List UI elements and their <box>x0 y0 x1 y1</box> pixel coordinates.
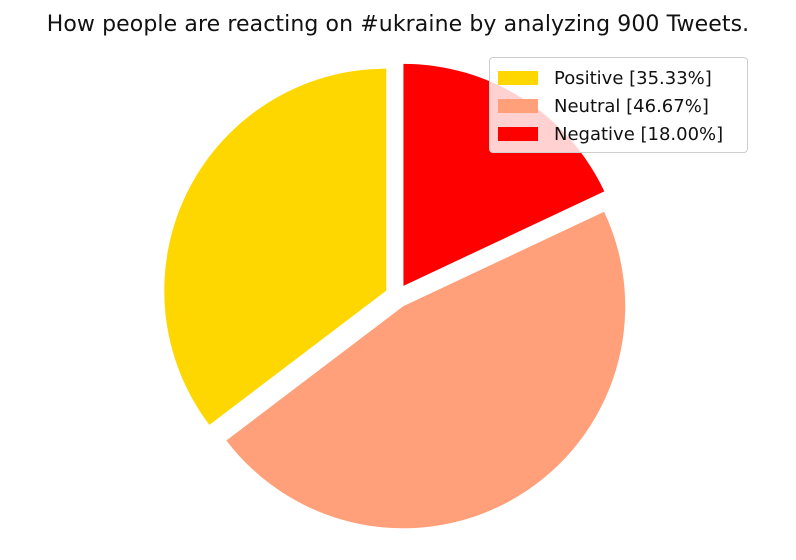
legend: Positive [35.33%] Neutral [46.67%] Negat… <box>489 57 748 153</box>
legend-label-negative: Negative [18.00%] <box>554 123 724 145</box>
legend-swatch-neutral <box>498 99 538 113</box>
legend-swatch-positive <box>498 71 538 85</box>
slice-positive <box>164 68 387 425</box>
legend-label-neutral: Neutral [46.67%] <box>554 95 709 117</box>
slice-neutral <box>226 211 626 529</box>
slice-negative <box>403 63 605 286</box>
chart-title: How people are reacting on #ukraine by a… <box>46 12 750 37</box>
legend-label-positive: Positive [35.33%] <box>554 67 712 89</box>
legend-item-negative: Negative [18.00%] <box>498 120 739 148</box>
legend-swatch-negative <box>498 127 538 141</box>
legend-item-neutral: Neutral [46.67%] <box>498 92 739 120</box>
legend-item-positive: Positive [35.33%] <box>498 64 739 92</box>
